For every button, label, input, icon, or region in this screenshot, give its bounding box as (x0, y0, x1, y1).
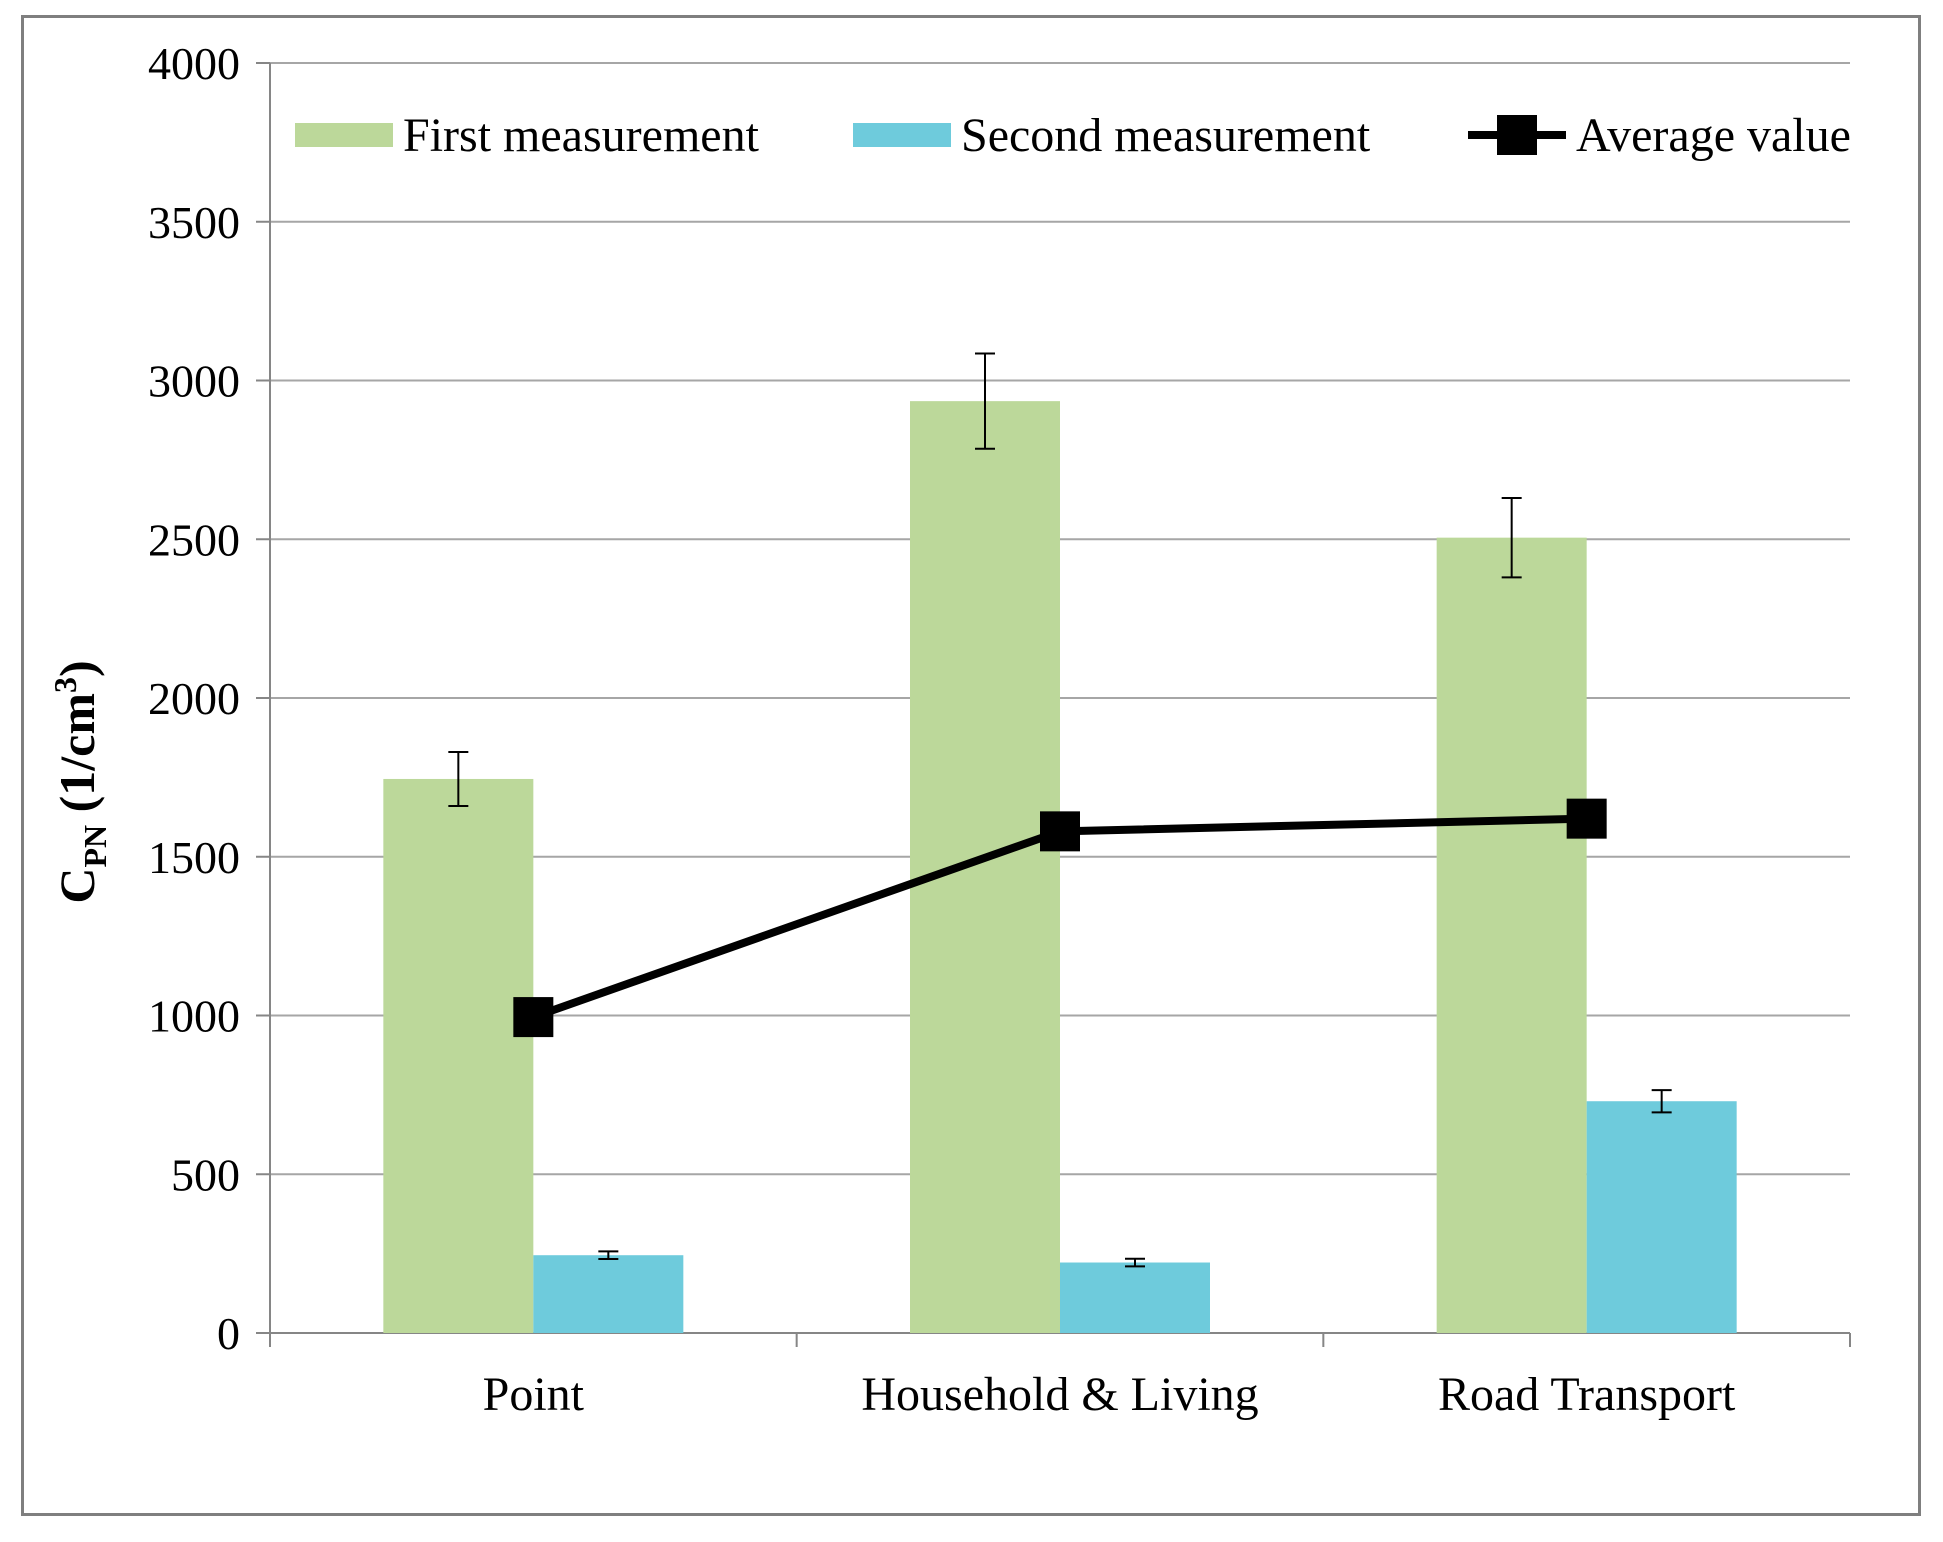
y-axis-label: CPN (1/cm3) (47, 660, 113, 903)
y-tick-label: 2500 (148, 514, 240, 565)
legend: First measurement Second measurement Avera… (295, 109, 1851, 162)
y-tick-label: 4000 (148, 38, 240, 89)
y-tick-label: 1500 (148, 832, 240, 883)
legend-label: Average value (1576, 109, 1851, 162)
average-point-marker (1566, 798, 1607, 839)
category-label: Road Transport (1438, 1368, 1736, 1421)
bar (910, 401, 1060, 1333)
y-axis-label-superscript: 3 (47, 677, 83, 693)
y-tick-label: 0 (217, 1308, 240, 1359)
bar (1586, 1101, 1737, 1333)
category-labels: Point Household & Living Road Transport (483, 1368, 1736, 1421)
error-bars (448, 352, 1672, 1268)
y-tick-label: 2000 (148, 673, 240, 724)
average-line (513, 798, 1607, 1038)
average-point-marker (1040, 811, 1080, 852)
y-tick-label: 1000 (148, 991, 240, 1042)
bars (383, 401, 1737, 1333)
category-label: Household & Living (861, 1368, 1258, 1421)
legend-label: Second measurement (961, 109, 1371, 162)
category-label: Point (483, 1368, 585, 1421)
y-axis-label-subscript: PN (77, 825, 113, 868)
bar (1060, 1262, 1210, 1333)
legend-label: First measurement (403, 109, 760, 162)
bar (1436, 537, 1587, 1333)
y-tick-label: 500 (171, 1149, 240, 1200)
y-axis-label-close: ) (49, 660, 105, 677)
y-tick-labels: 0 500 1000 1500 2000 2500 3000 3500 4000 (148, 38, 270, 1359)
legend-swatch (295, 123, 393, 147)
y-axis-label-main: C (49, 868, 105, 904)
legend-marker (1497, 115, 1537, 155)
y-tick-label: 3000 (148, 356, 240, 407)
y-axis-label-unit: (1/cm (49, 693, 105, 825)
legend-swatch (853, 123, 951, 147)
average-point-marker (513, 997, 554, 1038)
bar (383, 778, 534, 1333)
bar (533, 1255, 684, 1333)
y-tick-label: 3500 (148, 197, 240, 248)
x-tick-marks (269, 1333, 1851, 1347)
